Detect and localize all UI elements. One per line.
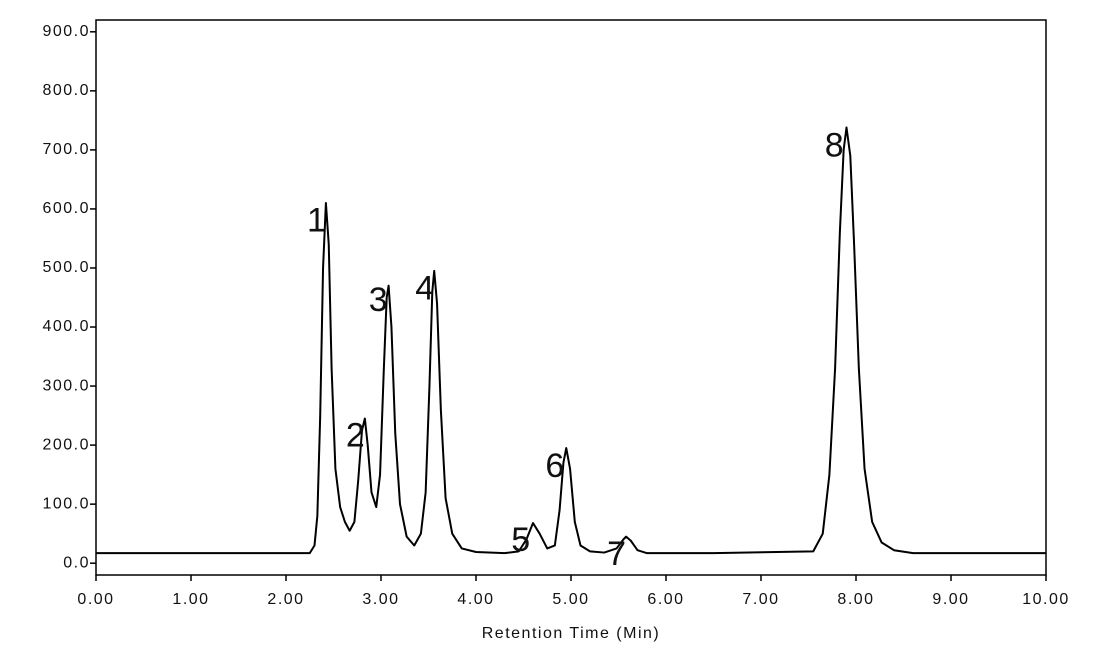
- y-tick-label: 400.0: [42, 318, 90, 335]
- peak-label: 8: [825, 127, 844, 165]
- x-tick-label: 6.00: [647, 591, 684, 608]
- x-tick-label: 1.00: [172, 591, 209, 608]
- chromatogram-line: [96, 126, 1046, 555]
- peak-label: 6: [545, 447, 564, 485]
- x-tick-label: 2.00: [267, 591, 304, 608]
- y-tick-label: 700.0: [42, 141, 90, 158]
- x-tick-label: 3.00: [362, 591, 399, 608]
- x-tick-label: 7.00: [742, 591, 779, 608]
- y-tick-label: 900.0: [42, 23, 90, 40]
- x-tick-label: 8.00: [837, 591, 874, 608]
- peak-label: 1: [307, 202, 326, 240]
- peak-label: 5: [511, 521, 530, 559]
- peak-label: 4: [415, 269, 434, 307]
- y-tick-label: 100.0: [42, 495, 90, 512]
- peak-label: 3: [369, 281, 388, 319]
- peak-label: 7: [607, 535, 626, 573]
- x-axis-title: Retention Time (Min): [482, 625, 661, 642]
- y-tick-label: 600.0: [42, 200, 90, 217]
- y-tick-label: 500.0: [42, 259, 90, 276]
- y-tick-label: 200.0: [42, 436, 90, 453]
- x-tick-label: 4.00: [457, 591, 494, 608]
- x-tick-label: 0.00: [77, 591, 114, 608]
- y-tick-label: 300.0: [42, 377, 90, 394]
- y-tick-label: 800.0: [42, 82, 90, 99]
- x-tick-label: 10.00: [1022, 591, 1070, 608]
- peak-label: 2: [346, 416, 365, 454]
- y-tick-label: 0.0: [63, 554, 90, 571]
- plot-frame: [95, 19, 1047, 576]
- x-tick-label: 9.00: [932, 591, 969, 608]
- x-tick-label: 5.00: [552, 591, 589, 608]
